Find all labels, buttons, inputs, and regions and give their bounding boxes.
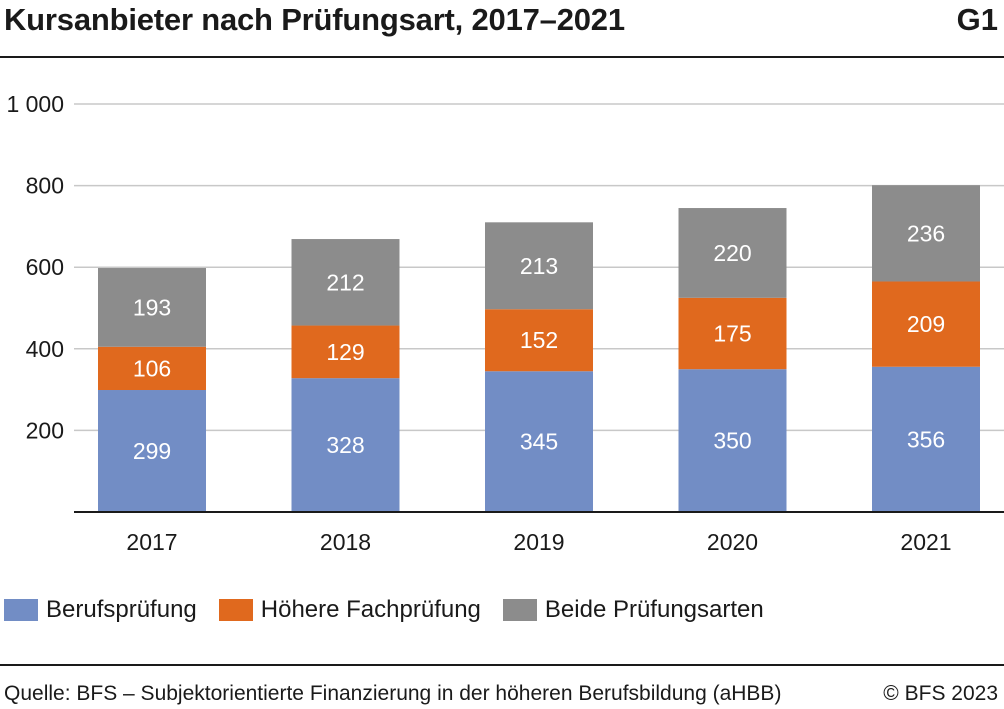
legend-swatch [218, 599, 253, 621]
x-tick-label: 2020 [707, 529, 758, 555]
bar-segment [98, 346, 206, 391]
bar-value-label: 356 [907, 426, 945, 452]
chart-id-label: G1 [956, 2, 998, 37]
bar-segment [485, 309, 593, 372]
bar-value-label: 328 [326, 432, 364, 458]
y-tick-label: 800 [26, 173, 64, 199]
stacked-bar-chart: 200 400 600 800 1 000 299 106 193 328 129 212 345 1… [6, 91, 1004, 555]
bar-value-label: 236 [907, 220, 945, 246]
bar-segment [98, 268, 206, 347]
y-tick-label: 200 [26, 417, 64, 443]
legend-label: Höhere Fachprüfung [260, 596, 481, 623]
y-tick-label: 400 [26, 336, 64, 362]
legend-label: Berufsprüfung [46, 596, 197, 623]
bar-segment [678, 369, 787, 512]
bar-value-label: 129 [326, 339, 364, 365]
bar-segment [291, 239, 400, 326]
bar-segment [98, 390, 206, 512]
x-tick-label: 2017 [126, 529, 177, 555]
bar-value-label: 152 [520, 327, 558, 353]
bar-segment [291, 378, 400, 512]
copyright-note: © BFS 2023 [883, 682, 998, 705]
bottom-rule [0, 664, 1004, 666]
x-axis-ticks: 2017 2018 2019 2020 2021 [74, 511, 1004, 555]
y-tick-label: 1 000 [6, 91, 64, 117]
bar-segment [872, 185, 980, 282]
legend-item: Höhere Fachprüfung [218, 596, 481, 624]
bar-value-label: 175 [713, 321, 751, 347]
bar-segment [872, 366, 980, 512]
bar-segment [291, 325, 400, 379]
bar-value-label: 345 [520, 429, 558, 455]
bar-segment [872, 281, 980, 367]
x-tick-label: 2018 [320, 529, 371, 555]
bars [98, 185, 980, 512]
legend-item: Berufsprüfung [4, 596, 197, 624]
legend: Berufsprüfung Höhere Fachprüfung Beide Prü… [4, 596, 786, 624]
bar-value-label: 106 [133, 355, 171, 381]
bar-labels: 299 106 193 328 129 212 345 152 213 350 175 220 356 2… [133, 220, 945, 464]
bar-segment [678, 208, 787, 298]
bar-value-label: 220 [713, 240, 751, 266]
top-rule [0, 56, 1004, 58]
legend-swatch [4, 599, 38, 621]
bar-segment [678, 297, 787, 370]
bar-value-label: 209 [907, 311, 945, 337]
bar-segment [485, 222, 593, 310]
bar-value-label: 299 [133, 438, 171, 464]
bar-value-label: 350 [713, 428, 751, 454]
x-tick-label: 2019 [513, 529, 564, 555]
bar-segment [485, 371, 593, 512]
x-tick-label: 2021 [900, 529, 951, 555]
y-axis-ticks: 200 400 600 800 1 000 [6, 91, 64, 443]
chart-title: Kursanbieter nach Prüfungsart, 2017–2021 [4, 2, 625, 37]
bar-value-label: 213 [520, 253, 558, 279]
legend-label: Beide Prüfungsarten [544, 596, 764, 623]
source-note: Quelle: BFS – Subjektorientierte Finanzi… [4, 682, 782, 705]
bar-value-label: 212 [326, 269, 364, 295]
bar-value-label: 193 [133, 294, 171, 320]
y-tick-label: 600 [26, 254, 64, 280]
legend-item: Beide Prüfungsarten [502, 596, 764, 624]
legend-swatch [502, 599, 537, 621]
